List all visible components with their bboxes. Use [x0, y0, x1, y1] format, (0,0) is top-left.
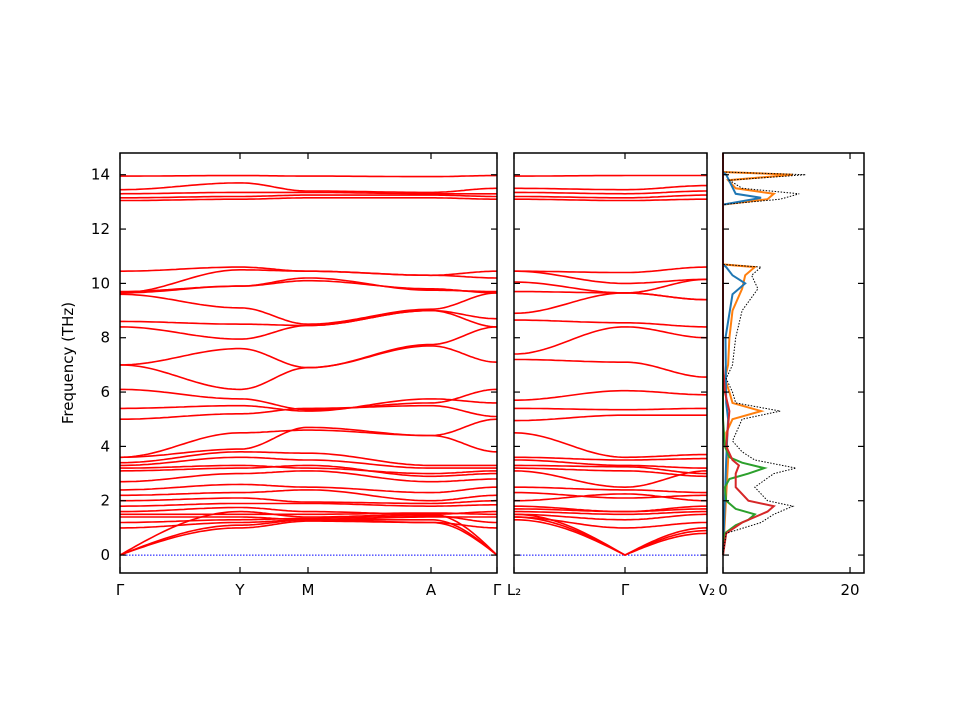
kpoint-tick-label: Y [234, 581, 245, 599]
phonon-band-line [119, 464, 497, 478]
phonon-band-line [119, 191, 497, 195]
projected-dos-line [722, 153, 776, 556]
panel-frame [119, 152, 498, 574]
phonon-band-line [119, 520, 498, 556]
phonon-band-line [120, 404, 497, 420]
phonon-band-line [120, 514, 497, 524]
phonon-band-line [513, 278, 708, 315]
phonon-band-line [514, 414, 707, 422]
panel-frame [513, 152, 708, 574]
total-dos-line [722, 153, 806, 556]
phonon-band-line [514, 190, 707, 195]
phonon-band-line [120, 292, 498, 326]
phonon-band-line [514, 407, 707, 411]
phonon-band-line [514, 491, 707, 499]
projected-dos-line [722, 153, 762, 556]
phonon-band-line [514, 389, 707, 401]
y-tick-label: 0 [100, 546, 110, 564]
phonon-band-line [514, 326, 707, 355]
phonon-band-line [119, 426, 497, 459]
kpoint-tick-label: Γ [621, 581, 630, 599]
phonon-band-line [120, 456, 497, 469]
y-axis-label: Frequency (THz) [59, 302, 77, 424]
phonon-band-line [119, 269, 497, 294]
phonon-band-line [120, 502, 497, 507]
phonon-band-line [120, 194, 497, 199]
dos-panel: 0 20 [718, 152, 865, 599]
projected-dos-line [722, 153, 793, 556]
phonon-band-line [514, 519, 708, 556]
y-tick-label: 10 [91, 274, 110, 292]
phonon-band-line [514, 486, 707, 494]
phonon-band-line [120, 489, 497, 502]
phonon-band-line [514, 266, 707, 274]
kpoint-tick-label: V₂ [699, 581, 715, 599]
phonon-band-line [120, 512, 497, 516]
phonon-band-line [120, 483, 497, 494]
y-tick-label: 6 [100, 383, 110, 401]
dos-x-tick-label: 0 [718, 581, 728, 599]
phonon-band-line [514, 493, 707, 502]
phonon-band-line [514, 174, 707, 177]
phonon-band-line [119, 510, 498, 556]
y-tick-label: 2 [100, 492, 110, 510]
phonon-band-line [120, 309, 498, 340]
phonon-band-line [514, 198, 707, 202]
phonon-band-line [514, 194, 707, 199]
y-tick-label: 12 [91, 220, 110, 238]
phonon-band-line [120, 451, 497, 467]
kpoint-tick-label: L₂ [507, 581, 521, 599]
phonon-band-line [120, 464, 497, 475]
dos-x-tick-label: 20 [840, 581, 859, 599]
phonon-band-line [120, 174, 498, 178]
phonon-band-line [514, 456, 707, 461]
phonon-band-line [514, 510, 707, 516]
y-tick-label: 4 [100, 437, 110, 455]
kpoint-tick-label: M [302, 581, 315, 599]
kpoint-tick-label: Γ [116, 581, 125, 599]
phonon-band-line [514, 184, 707, 191]
phonon-band-line [120, 470, 497, 483]
phonon-band-line [514, 358, 707, 378]
phonon-band-line [119, 345, 498, 391]
kpoint-tick-label: Γ [493, 581, 502, 599]
phonon-band-line [120, 497, 497, 505]
y-tick-label: 8 [100, 329, 110, 347]
phonon-band-line [120, 197, 497, 202]
kpoint-tick-label: A [426, 581, 437, 599]
phonon-band-line [120, 398, 497, 412]
phonon-band-line [514, 508, 707, 513]
phonon-band-line [120, 279, 497, 294]
phonon-band-line [514, 319, 707, 328]
phonon-band-line [514, 270, 707, 285]
panel-frame [722, 152, 865, 574]
phonon-band-line [514, 459, 707, 469]
phonon-band-line [119, 418, 498, 459]
y-tick-label: 14 [91, 166, 110, 184]
phonon-band-line [120, 309, 497, 327]
phonon-band-line [514, 470, 707, 489]
band-panel-2: L₂ Γ V₂ [507, 152, 715, 599]
phonon-band-line [514, 513, 707, 521]
phonon-band-line [514, 464, 707, 475]
phonon-band-line [120, 182, 497, 194]
phonon-band-line [514, 290, 707, 301]
phonon-band-line [119, 519, 498, 556]
phonon-band-line [513, 432, 707, 459]
